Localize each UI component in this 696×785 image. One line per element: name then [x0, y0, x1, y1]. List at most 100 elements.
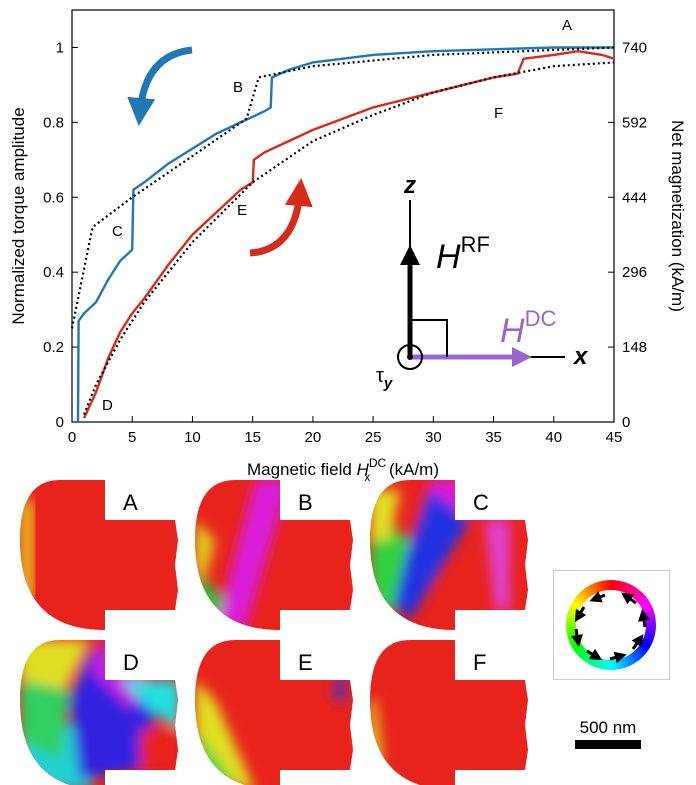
x-label-sub: x [364, 470, 370, 484]
y-tick-label: 0.8 [43, 114, 64, 131]
sweep-arrow [127, 46, 193, 126]
domain [215, 480, 290, 630]
tau-symbol: τ [376, 365, 384, 387]
panel-fill [370, 640, 528, 785]
x-tick-label: 20 [305, 429, 322, 446]
domain [370, 490, 400, 540]
inset-label: HRF [436, 232, 490, 276]
data-line [82, 49, 615, 419]
panel-label: C [473, 490, 489, 515]
annotation: D [102, 397, 113, 414]
torque-symbol [397, 344, 423, 370]
right-angle [410, 319, 448, 357]
y2-tick-label: 444 [622, 189, 647, 206]
h-dc-symbol: H [500, 312, 525, 350]
x-tick-label: 15 [244, 429, 261, 446]
panels: A B C D E F [20, 480, 528, 785]
inset-label: z [403, 172, 416, 199]
color-wheel [553, 570, 670, 680]
wheel-arrows [571, 591, 650, 664]
x-label-sup: DC [369, 456, 387, 470]
y-tick-label: 0 [56, 414, 64, 431]
color-ring [566, 580, 656, 670]
x-tick-label: 0 [68, 429, 76, 446]
magnetization-panel: C [370, 480, 528, 630]
inset-label: τy [376, 365, 393, 392]
data-line [70, 46, 615, 329]
x-tick-label: 30 [425, 429, 442, 446]
annotation: B [233, 79, 243, 96]
domain [195, 680, 255, 785]
x-tick-label: 35 [485, 429, 502, 446]
magnetization-panel: E [195, 640, 353, 785]
magnetization-panel: B [195, 480, 353, 630]
panel-label: B [298, 490, 313, 515]
domain [120, 680, 178, 730]
x-tick-label: 25 [365, 429, 382, 446]
panel-base [20, 480, 178, 630]
y-axis-label: Normalized torque amplitude [9, 107, 28, 324]
h-dc-sup: DC [525, 306, 557, 331]
domain [390, 490, 470, 620]
panel-label: F [473, 650, 486, 675]
annotation: F [494, 105, 503, 122]
panel-label: E [298, 650, 313, 675]
domain [485, 520, 510, 610]
x-label-symbol: H [357, 460, 370, 479]
magnetization-panel: F [370, 640, 528, 785]
panel-base [370, 640, 528, 785]
domain [335, 680, 345, 700]
data-line [82, 61, 615, 415]
x-label-text: Magnetic field [247, 460, 357, 479]
x-axis-label: Magnetic field HDC x (kA/m) [247, 456, 439, 484]
y2-axis-label: Net magnetization (kA/m) [668, 120, 687, 312]
domain [140, 730, 178, 770]
torque-dot [407, 354, 413, 360]
y-tick-label: 0.4 [43, 264, 64, 281]
tau-sub: y [383, 375, 393, 392]
x-label-unit: (kA/m) [384, 460, 439, 479]
domain [20, 680, 70, 760]
y-tick-label: 0.6 [43, 189, 64, 206]
h-rf-sup: RF [461, 232, 490, 257]
sweep-arrow [249, 178, 313, 257]
y2-tick-label: 0 [622, 414, 630, 431]
x-tick-label: 10 [184, 429, 201, 446]
y2-tick-label: 740 [622, 39, 647, 56]
y-tick-label: 0.2 [43, 339, 64, 356]
x-tick-label: 5 [128, 429, 136, 446]
inset-label: HDC [500, 306, 556, 350]
panel-fill [20, 480, 178, 630]
y2-tick-label: 148 [622, 339, 647, 356]
magnetization-panel: D [20, 640, 178, 785]
panel-fill [20, 640, 178, 785]
panel-domains [20, 640, 178, 785]
x-tick-label: 45 [606, 429, 623, 446]
plot-frame [71, 9, 615, 423]
panel-fill [195, 480, 353, 630]
annotations: A B C D E F [102, 17, 572, 414]
scale-bar-label: 500 nm [580, 718, 637, 737]
domain [70, 650, 160, 780]
y-tick-label: 1 [56, 39, 64, 56]
domain [20, 500, 34, 600]
panel-label: A [123, 490, 138, 515]
domain [195, 520, 215, 580]
annotation: A [562, 17, 572, 34]
annotation: C [112, 223, 123, 240]
panel-domains [20, 500, 34, 600]
inset-diagram: z x HRF HDC τy [376, 172, 589, 392]
panel-fill [370, 480, 528, 630]
inset-label: x [572, 343, 589, 370]
scale-bar [575, 740, 641, 749]
panel-fill [195, 640, 353, 785]
data-line [76, 46, 614, 423]
y2-tick-label: 592 [622, 114, 647, 131]
h-rf-symbol: H [436, 238, 461, 276]
annotation: E [237, 202, 247, 219]
magnetization-panel: A [20, 480, 178, 630]
y2-tick-label: 296 [622, 264, 647, 281]
panel-label: D [123, 650, 139, 675]
